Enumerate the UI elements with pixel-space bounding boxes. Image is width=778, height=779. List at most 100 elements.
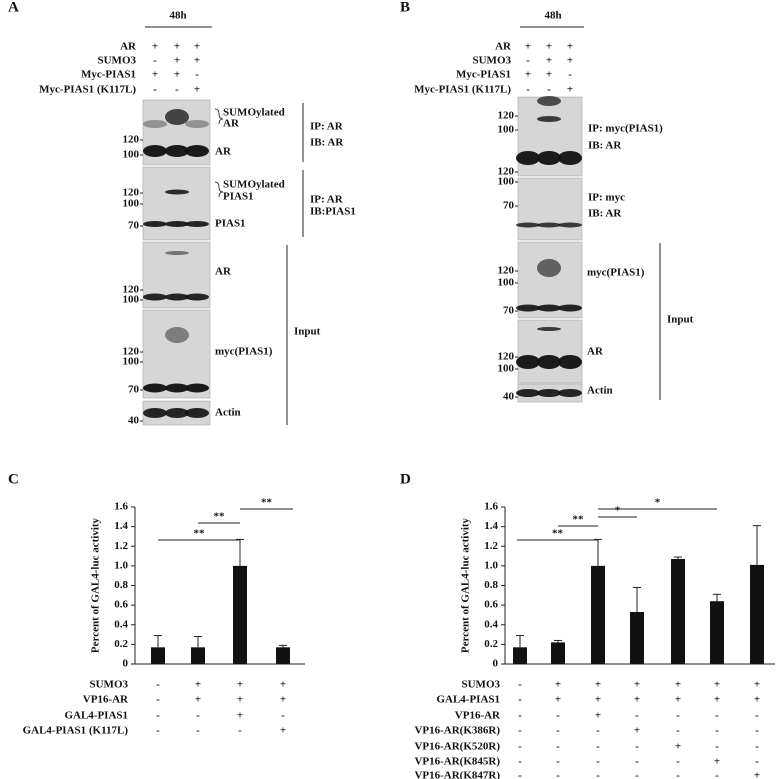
sign: +	[754, 694, 760, 706]
band	[143, 293, 167, 301]
panel-letter: D	[400, 471, 411, 487]
condition-label: VP16-AR(K520R)	[414, 741, 500, 753]
input-label: Input	[294, 326, 321, 338]
antibody-label: IP: AR	[310, 121, 344, 133]
band	[537, 389, 561, 397]
sign: -	[556, 741, 560, 753]
treatment-label: Myc-PIAS1	[81, 69, 136, 81]
antibody-label: IB: AR	[588, 208, 622, 220]
band	[537, 222, 561, 228]
sign: +	[280, 694, 286, 706]
band	[143, 383, 167, 393]
band	[143, 221, 167, 227]
band	[537, 355, 561, 369]
band	[143, 120, 167, 128]
condition-label: VP16-AR(K845R)	[414, 756, 500, 768]
treatment-label: Myc-PIAS1	[456, 69, 511, 81]
sign: -	[676, 725, 680, 737]
blot	[517, 177, 583, 241]
band	[537, 259, 561, 277]
sign: -	[518, 725, 522, 737]
sign: -	[518, 770, 522, 779]
sign: +	[280, 679, 286, 691]
band	[516, 151, 540, 165]
mw-marker: 70	[128, 384, 140, 396]
sign: +	[714, 694, 720, 706]
sign: -	[153, 55, 157, 67]
brace	[214, 108, 224, 125]
sign: -	[518, 679, 522, 691]
sign: +	[237, 710, 243, 722]
sign: +	[546, 69, 552, 81]
condition-label: GAL4-PIAS1	[64, 710, 128, 722]
y-tick-label: 1.4	[114, 520, 128, 532]
y-axis-label: Percent of GAL4-luc activity	[460, 517, 472, 653]
mw-marker: 40	[503, 391, 515, 403]
mw-marker: 70	[503, 200, 515, 212]
mw-marker: 120	[123, 134, 140, 146]
band	[185, 383, 209, 393]
mw-marker: 100	[123, 294, 140, 306]
band	[185, 145, 209, 157]
sign: +	[237, 694, 243, 706]
y-tick-label: 0	[123, 658, 129, 670]
sign: +	[525, 69, 531, 81]
sign: -	[556, 725, 560, 737]
panel-letter: B	[400, 0, 410, 15]
sign: -	[281, 710, 285, 722]
blot	[142, 309, 211, 399]
bar	[551, 642, 565, 664]
treatment-label: AR	[120, 41, 137, 53]
band	[165, 145, 189, 157]
antibody-label: IP: AR	[310, 194, 344, 206]
band	[165, 221, 189, 227]
sign: -	[156, 710, 160, 722]
sign: +	[152, 69, 158, 81]
sign: +	[567, 84, 573, 96]
significance-label: **	[261, 497, 273, 509]
band-label: SUMOylated	[223, 107, 285, 119]
treatment-label: Myc-PIAS1 (K117L)	[39, 84, 136, 96]
band-label: PIAS1	[223, 191, 254, 203]
y-tick-label: 1.4	[484, 520, 498, 532]
condition-label: GAL4-PIAS1 (K117L)	[23, 725, 129, 737]
significance-label: **	[573, 514, 585, 526]
band	[558, 151, 582, 165]
brace	[214, 181, 224, 198]
mw-marker: 40	[128, 415, 140, 427]
band	[165, 293, 189, 301]
band	[558, 389, 582, 397]
antibody-label: IP: myc	[588, 192, 625, 204]
y-tick-label: 0.8	[484, 579, 498, 591]
band	[143, 408, 167, 418]
mw-marker: 120	[123, 346, 140, 358]
sign: -	[518, 710, 522, 722]
sign: +	[595, 679, 601, 691]
band	[516, 304, 540, 312]
sign: -	[518, 694, 522, 706]
band-label: PIAS1	[215, 218, 246, 230]
sign: -	[556, 770, 560, 779]
significance-label: *	[615, 505, 621, 517]
y-tick-label: 0.6	[114, 599, 128, 611]
sign: -	[676, 756, 680, 768]
sign: -	[596, 770, 600, 779]
sign: -	[755, 756, 759, 768]
band	[537, 151, 561, 165]
mw-marker: 120	[123, 187, 140, 199]
antibody-label: IB: AR	[588, 140, 622, 152]
bar	[630, 611, 644, 664]
band-label: AR	[215, 266, 232, 278]
sign: -	[568, 69, 572, 81]
treatment-label: Myc-PIAS1 (K117L)	[414, 84, 511, 96]
sign: -	[556, 710, 560, 722]
sign: +	[714, 756, 720, 768]
sign: +	[634, 694, 640, 706]
sign: +	[714, 679, 720, 691]
band	[165, 383, 189, 393]
sign: +	[546, 55, 552, 67]
mw-marker: 100	[498, 176, 515, 188]
band	[165, 251, 189, 255]
significance-label: *	[655, 497, 661, 509]
